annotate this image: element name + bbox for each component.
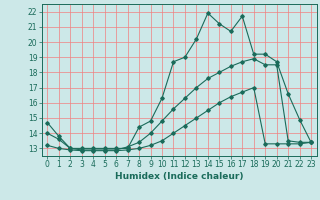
X-axis label: Humidex (Indice chaleur): Humidex (Indice chaleur): [115, 172, 244, 181]
